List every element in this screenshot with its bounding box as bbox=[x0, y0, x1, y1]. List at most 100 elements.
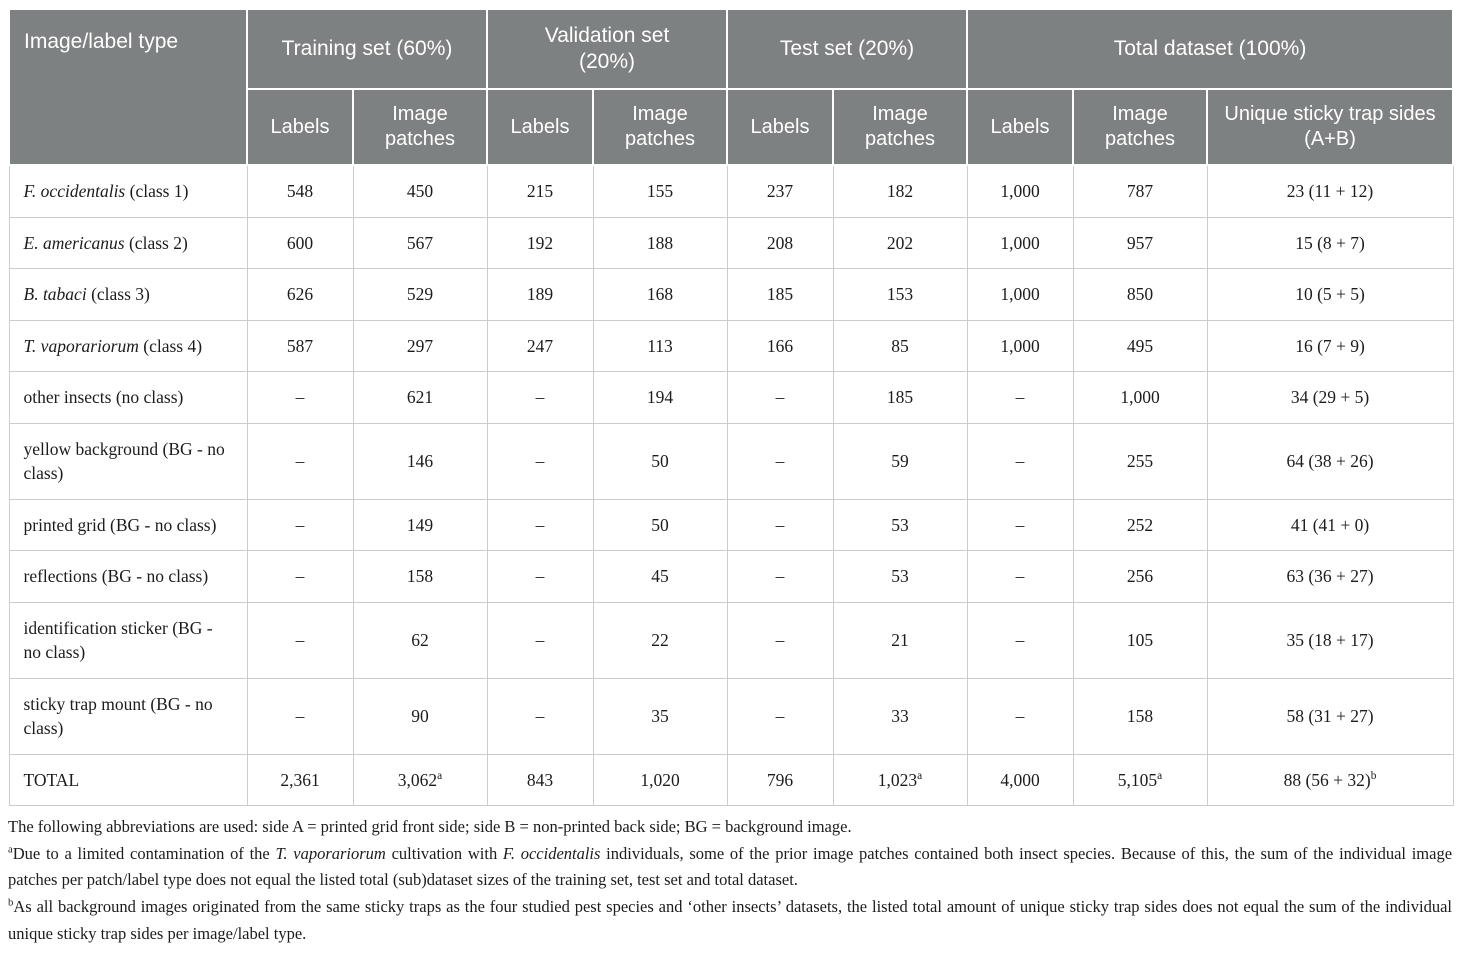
value-cell: 59 bbox=[832, 422, 968, 500]
value-cell: 600 bbox=[246, 216, 354, 269]
value-cell: – bbox=[486, 498, 594, 551]
value-cell: 166 bbox=[726, 319, 834, 372]
value-cell: – bbox=[726, 677, 834, 755]
value-cell: 88 (56 + 32)b bbox=[1206, 753, 1454, 806]
table-body: F. occidentalis (class 1) 548 450 215 155 237… bbox=[8, 164, 1454, 806]
table-row: reflections (BG - no class) –158–45–53–25… bbox=[8, 550, 1454, 603]
value-cell: 3,062a bbox=[352, 753, 488, 806]
group-header-test-set: Test set (20%) bbox=[726, 8, 969, 90]
footnote: aDue to a limited contamination of the T… bbox=[8, 843, 1453, 890]
row-label-cell: reflections (BG - no class) bbox=[8, 550, 248, 603]
row-label-cell: yellow background (BG - no class) bbox=[8, 422, 248, 500]
value-cell: – bbox=[966, 677, 1074, 755]
value-cell: 53 bbox=[832, 498, 968, 551]
value-cell: 1,000 bbox=[966, 319, 1074, 372]
value-cell: – bbox=[726, 371, 834, 424]
value-cell: – bbox=[246, 422, 354, 500]
sub-header-test-labels: Labels bbox=[726, 88, 835, 166]
table-row: other insects (no class) –621–194–185–1,0… bbox=[8, 371, 1454, 424]
value-cell: – bbox=[966, 371, 1074, 424]
table-row: F. occidentalis (class 1) 548 450 215 155 237… bbox=[8, 164, 1454, 218]
value-cell: 208 bbox=[726, 216, 834, 269]
sub-header-training-image-patches: Image patches bbox=[351, 88, 489, 166]
value-cell: 256 bbox=[1072, 550, 1208, 603]
value-cell: 796 bbox=[726, 753, 834, 806]
value-cell: – bbox=[246, 498, 354, 551]
value-cell: 10 (5 + 5) bbox=[1206, 268, 1454, 321]
table-row: T. vaporariorum (class 4) 587 297 247 113 166… bbox=[8, 319, 1454, 372]
table-row: identification sticker (BG - no class) –6… bbox=[8, 601, 1454, 679]
row-label-cell: T. vaporariorum (class 4) bbox=[8, 319, 248, 372]
value-cell: 15 (8 + 7) bbox=[1206, 216, 1454, 269]
value-cell: – bbox=[726, 550, 834, 603]
value-cell: – bbox=[726, 498, 834, 551]
value-cell: 21 bbox=[832, 601, 968, 679]
value-cell: 787 bbox=[1072, 164, 1208, 218]
col-header-image-label-type: Image/label type bbox=[8, 8, 248, 166]
value-cell: 50 bbox=[592, 422, 728, 500]
value-cell: – bbox=[486, 371, 594, 424]
value-cell: 35 (18 + 17) bbox=[1206, 601, 1454, 679]
sub-header-total-image-patches: Image patches bbox=[1072, 88, 1209, 166]
value-cell: 450 bbox=[352, 164, 488, 218]
value-cell: 2,361 bbox=[246, 753, 354, 806]
value-cell: 621 bbox=[352, 371, 488, 424]
value-cell: 548 bbox=[246, 164, 354, 218]
value-cell: 34 (29 + 5) bbox=[1206, 371, 1454, 424]
value-cell: 168 bbox=[592, 268, 728, 321]
value-cell: – bbox=[486, 601, 594, 679]
value-cell: 297 bbox=[352, 319, 488, 372]
value-cell: – bbox=[246, 550, 354, 603]
value-cell: 149 bbox=[352, 498, 488, 551]
value-cell: 255 bbox=[1072, 422, 1208, 500]
footnote: bAs all background images originated fro… bbox=[8, 896, 1452, 943]
table-row: E. americanus (class 2) 600 567 192 188 208 20… bbox=[8, 216, 1454, 269]
value-cell: 62 bbox=[352, 601, 488, 679]
value-cell: 146 bbox=[352, 422, 488, 500]
value-cell: 90 bbox=[352, 677, 488, 755]
value-cell: – bbox=[966, 550, 1074, 603]
row-label-cell: sticky trap mount (BG - no class) bbox=[8, 677, 248, 755]
value-cell: 626 bbox=[246, 268, 354, 321]
value-cell: – bbox=[966, 422, 1074, 500]
value-cell: – bbox=[726, 601, 834, 679]
value-cell: 1,023a bbox=[832, 753, 968, 806]
value-cell: 16 (7 + 9) bbox=[1206, 319, 1454, 372]
value-cell: 247 bbox=[486, 319, 594, 372]
value-cell: 158 bbox=[1072, 677, 1208, 755]
table-row: sticky trap mount (BG - no class) –90–35–… bbox=[8, 677, 1454, 755]
value-cell: 215 bbox=[486, 164, 594, 218]
table-row: printed grid (BG - no class) –149–50–53–2… bbox=[8, 498, 1454, 551]
value-cell: 50 bbox=[592, 498, 728, 551]
value-cell: 63 (36 + 27) bbox=[1206, 550, 1454, 603]
value-cell: 529 bbox=[352, 268, 488, 321]
value-cell: – bbox=[966, 498, 1074, 551]
value-cell: 64 (38 + 26) bbox=[1206, 422, 1454, 500]
value-cell: 1,000 bbox=[966, 164, 1074, 218]
sub-header-row: Labels Image patches Labels Image patche… bbox=[9, 88, 1455, 166]
value-cell: 153 bbox=[832, 268, 968, 321]
table-header: Image/label type Training set (60%) Vali… bbox=[8, 8, 1455, 166]
value-cell: 1,020 bbox=[592, 753, 728, 806]
value-cell: 85 bbox=[832, 319, 968, 372]
value-cell: 53 bbox=[832, 550, 968, 603]
value-cell: – bbox=[246, 371, 354, 424]
value-cell: 189 bbox=[486, 268, 594, 321]
row-label-cell: other insects (no class) bbox=[8, 371, 248, 424]
value-cell: 495 bbox=[1072, 319, 1208, 372]
value-cell: 843 bbox=[486, 753, 594, 806]
value-cell: 192 bbox=[486, 216, 594, 269]
value-cell: 33 bbox=[832, 677, 968, 755]
value-cell: 182 bbox=[832, 164, 968, 218]
table-figure: Image/label type Training set (60%) Vali… bbox=[8, 8, 1455, 943]
footnote: The following abbreviations are used: si… bbox=[8, 817, 852, 836]
value-cell: 202 bbox=[832, 216, 968, 269]
row-label-cell: identification sticker (BG - no class) bbox=[8, 601, 248, 679]
row-label-cell: TOTAL bbox=[8, 753, 248, 806]
value-cell: 185 bbox=[832, 371, 968, 424]
group-header-total-dataset: Total dataset (100%) bbox=[966, 8, 1455, 90]
value-cell: 237 bbox=[726, 164, 834, 218]
sub-header-validation-labels: Labels bbox=[486, 88, 595, 166]
total-row: TOTAL 2,361 3,062a 843 1,020 796 1,023a 4,000 5,… bbox=[8, 753, 1454, 806]
sub-header-training-labels: Labels bbox=[246, 88, 354, 166]
